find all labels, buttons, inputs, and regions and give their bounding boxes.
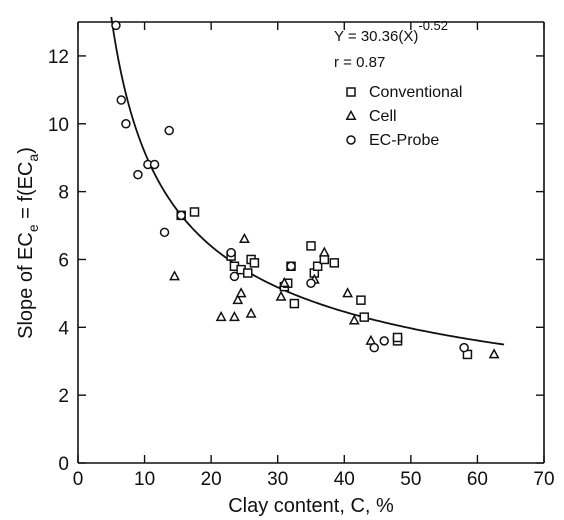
- legend-square-marker: [346, 87, 356, 97]
- circle-point: [369, 342, 379, 353]
- triangle-point: [228, 310, 240, 322]
- square-point: [392, 332, 403, 343]
- circle-point: [159, 227, 170, 238]
- triangle-point: [238, 232, 250, 244]
- circle-point: [379, 336, 389, 346]
- legend: Conventional Cell EC-Probe: [345, 84, 462, 149]
- y-axis-title-sub-2: a: [25, 154, 41, 162]
- legend-label: Cell: [369, 108, 397, 125]
- y-tick-label: 6: [58, 250, 69, 271]
- x-tick-label: 50: [400, 469, 421, 490]
- equation-annotation: Y = 30.36(X)-0.52 r = 0.87: [334, 18, 448, 71]
- data-points: [111, 20, 500, 360]
- plot-frame: [77, 21, 545, 464]
- square-point: [289, 298, 300, 309]
- y-tick-label: 0: [58, 454, 69, 475]
- x-tick-label: 20: [201, 469, 222, 490]
- circle-point: [286, 261, 296, 271]
- x-tick-label: 40: [334, 469, 355, 490]
- r-value-text: r = 0.87: [334, 54, 385, 71]
- circle-point: [116, 95, 127, 105]
- triangle-point: [169, 270, 180, 281]
- triangle-point: [365, 334, 377, 345]
- y-axis-title-sub-1: e: [25, 224, 41, 232]
- y-axis-title-part-1: Slope of EC: [15, 232, 37, 339]
- square-point: [189, 207, 200, 217]
- x-tick-label: 60: [467, 469, 488, 490]
- circle-point: [229, 271, 240, 282]
- circle-point: [459, 342, 469, 353]
- x-tick-label: 10: [134, 469, 155, 490]
- axis-ticks: [77, 22, 545, 464]
- circle-point: [176, 210, 186, 221]
- x-tick-label: 30: [267, 469, 288, 490]
- triangle-point: [342, 287, 354, 298]
- legend-circle-marker: [346, 135, 356, 145]
- square-point: [243, 268, 253, 278]
- square-point: [329, 258, 340, 268]
- triangle-point: [278, 277, 290, 288]
- square-point: [249, 258, 260, 268]
- triangle-point: [348, 314, 360, 325]
- y-axis-title: Slope of ECe = f(ECa): [15, 147, 41, 339]
- square-point: [306, 241, 316, 251]
- triangle-point: [245, 307, 257, 318]
- equation-text: Y = 30.36(X)-0.52: [334, 18, 448, 45]
- triangle-point: [215, 310, 227, 322]
- square-point: [356, 295, 366, 305]
- legend-label: EC-Probe: [369, 132, 439, 149]
- square-point: [319, 254, 330, 265]
- y-tick-label: 12: [48, 47, 69, 68]
- triangle-point: [318, 246, 330, 257]
- y-tick-label: 8: [58, 183, 69, 204]
- triangle-point: [488, 348, 500, 359]
- x-axis-title: Clay content, C, %: [228, 495, 394, 517]
- circle-point: [133, 169, 143, 180]
- circle-point: [121, 119, 131, 129]
- fit-curve: [110, 16, 505, 346]
- y-tick-label: 4: [58, 318, 69, 339]
- y-axis-title-part-2: = f(EC: [15, 162, 37, 225]
- axis-tick-labels: 0 10 20 30 40 50 60 70 0 2 4 6 8 10 12: [48, 47, 555, 490]
- triangle-point: [232, 293, 244, 305]
- square-point: [312, 261, 323, 271]
- y-tick-label: 2: [58, 386, 69, 407]
- circle-point: [226, 247, 236, 258]
- circle-point: [164, 125, 174, 136]
- legend-triangle-marker: [345, 109, 357, 120]
- circle-point: [306, 278, 316, 288]
- x-tick-label: 0: [73, 469, 84, 490]
- triangle-point: [275, 290, 287, 301]
- circle-point: [149, 159, 160, 170]
- circle-point: [111, 20, 121, 31]
- legend-label: Conventional: [369, 84, 462, 101]
- x-tick-label: 70: [533, 469, 554, 490]
- y-axis-title-part-3: ): [15, 147, 37, 154]
- triangle-point: [235, 287, 247, 298]
- y-tick-label: 10: [48, 115, 69, 136]
- square-point: [359, 312, 370, 322]
